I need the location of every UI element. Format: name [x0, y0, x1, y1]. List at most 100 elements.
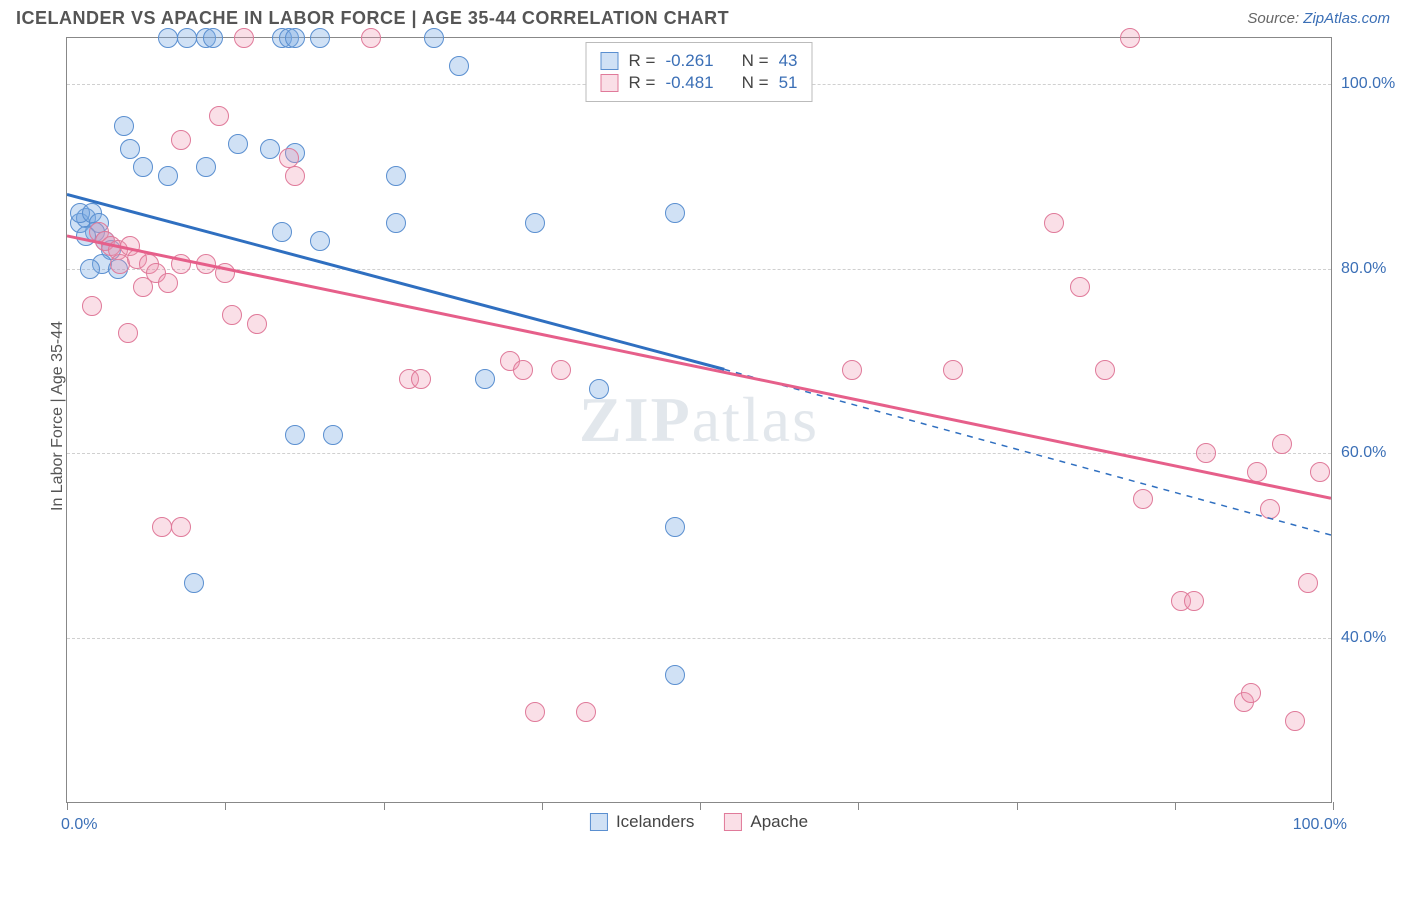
scatter-point — [1247, 462, 1267, 482]
n-label: N = — [742, 51, 769, 71]
scatter-point — [133, 157, 153, 177]
scatter-point — [310, 231, 330, 251]
scatter-point — [525, 213, 545, 233]
scatter-point — [386, 213, 406, 233]
scatter-point — [1241, 683, 1261, 703]
scatter-point — [424, 28, 444, 48]
scatter-point — [171, 130, 191, 150]
scatter-point — [158, 273, 178, 293]
n-value: 43 — [779, 51, 798, 71]
scatter-point — [285, 28, 305, 48]
scatter-point — [386, 166, 406, 186]
scatter-point — [82, 296, 102, 316]
scatter-point — [665, 665, 685, 685]
xtick — [384, 802, 385, 810]
scatter-point — [171, 254, 191, 274]
chart-container: 40.0%60.0%80.0%100.0%0.0%100.0%In Labor … — [16, 37, 1406, 899]
scatter-point — [1044, 213, 1064, 233]
gridline — [67, 453, 1331, 454]
r-value: -0.481 — [665, 73, 713, 93]
stats-row: R =-0.481N = 51 — [601, 73, 798, 93]
xtick — [1333, 802, 1334, 810]
scatter-point — [1120, 28, 1140, 48]
scatter-point — [1133, 489, 1153, 509]
scatter-point — [1184, 591, 1204, 611]
scatter-point — [80, 259, 100, 279]
scatter-point — [247, 314, 267, 334]
ytick-label: 60.0% — [1341, 444, 1401, 462]
legend-item: Icelanders — [590, 812, 694, 832]
scatter-point — [361, 28, 381, 48]
scatter-point — [120, 139, 140, 159]
scatter-point — [177, 28, 197, 48]
scatter-point — [525, 702, 545, 722]
scatter-point — [215, 263, 235, 283]
r-value: -0.261 — [665, 51, 713, 71]
scatter-point — [203, 28, 223, 48]
source-link[interactable]: ZipAtlas.com — [1303, 10, 1390, 27]
scatter-point — [1272, 434, 1292, 454]
xtick — [1017, 802, 1018, 810]
chart-title: ICELANDER VS APACHE IN LABOR FORCE | AGE… — [16, 8, 729, 29]
scatter-point — [234, 28, 254, 48]
scatter-point — [272, 222, 292, 242]
scatter-point — [589, 379, 609, 399]
xtick — [225, 802, 226, 810]
scatter-point — [1310, 462, 1330, 482]
scatter-point — [1196, 443, 1216, 463]
scatter-point — [411, 369, 431, 389]
scatter-point — [1095, 360, 1115, 380]
gridline — [67, 269, 1331, 270]
legend: Icelanders Apache — [590, 812, 808, 832]
n-value: 51 — [779, 73, 798, 93]
scatter-point — [196, 254, 216, 274]
source-label: Source: — [1247, 10, 1299, 27]
scatter-point — [551, 360, 571, 380]
scatter-point — [260, 139, 280, 159]
scatter-point — [323, 425, 343, 445]
scatter-point — [196, 157, 216, 177]
scatter-point — [943, 360, 963, 380]
xtick — [700, 802, 701, 810]
r-label: R = — [629, 73, 656, 93]
scatter-point — [665, 203, 685, 223]
scatter-point — [279, 148, 299, 168]
xtick — [1175, 802, 1176, 810]
trendline-extrapolation — [724, 369, 1331, 535]
scatter-point — [842, 360, 862, 380]
legend-swatch — [601, 52, 619, 70]
scatter-point — [133, 277, 153, 297]
xaxis-max-label: 100.0% — [1293, 816, 1347, 834]
gridline — [67, 638, 1331, 639]
scatter-point — [1070, 277, 1090, 297]
legend-item: Apache — [724, 812, 808, 832]
scatter-point — [171, 517, 191, 537]
trendline — [67, 236, 1331, 498]
scatter-point — [310, 28, 330, 48]
scatter-point — [665, 517, 685, 537]
legend-swatch — [724, 813, 742, 831]
xtick — [858, 802, 859, 810]
legend-swatch — [590, 813, 608, 831]
trend-overlay — [67, 38, 1331, 802]
ytick-label: 40.0% — [1341, 629, 1401, 647]
scatter-point — [118, 323, 138, 343]
xtick — [67, 802, 68, 810]
scatter-point — [152, 517, 172, 537]
legend-label: Apache — [750, 812, 808, 832]
scatter-point — [209, 106, 229, 126]
scatter-point — [576, 702, 596, 722]
scatter-point — [285, 166, 305, 186]
source-attribution: Source: ZipAtlas.com — [1247, 10, 1390, 27]
scatter-point — [222, 305, 242, 325]
ytick-label: 100.0% — [1341, 75, 1401, 93]
watermark: ZIPatlas — [579, 383, 819, 457]
legend-label: Icelanders — [616, 812, 694, 832]
plot-area: 40.0%60.0%80.0%100.0%0.0%100.0%In Labor … — [66, 37, 1332, 803]
r-label: R = — [629, 51, 656, 71]
scatter-point — [184, 573, 204, 593]
scatter-point — [158, 166, 178, 186]
scatter-point — [228, 134, 248, 154]
legend-swatch — [601, 74, 619, 92]
xtick — [542, 802, 543, 810]
